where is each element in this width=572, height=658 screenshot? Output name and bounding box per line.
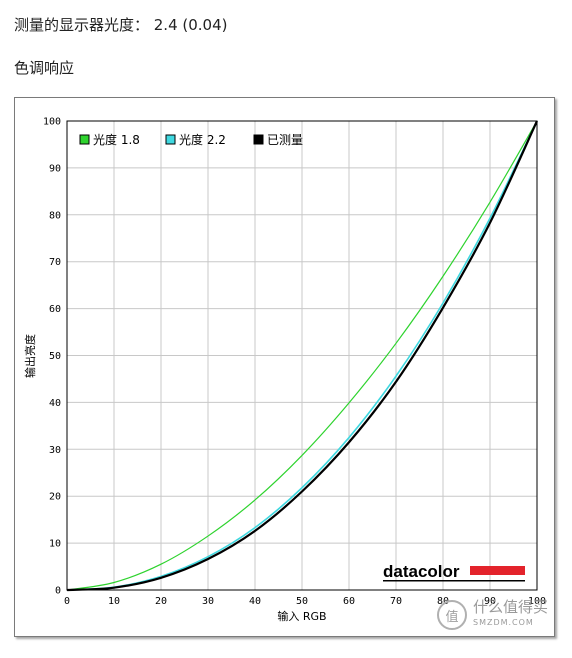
x-tick-label: 20 (155, 596, 167, 607)
axes: 0 10 20 30 40 50 60 70 80 90 100010203040506070809… (43, 117, 546, 608)
legend-label: 光度 1.8 (93, 132, 140, 147)
y-tick-label: 0 (55, 586, 61, 597)
y-tick-label: 50 (49, 351, 61, 362)
series-line-0 (66, 120, 538, 591)
x-tick-label: 30 (202, 596, 214, 607)
series-lines (66, 120, 538, 592)
legend-swatch (253, 134, 264, 145)
grid (66, 120, 538, 591)
watermark-sub: SMZDM.COM (472, 618, 534, 627)
legend-label: 已测量 (267, 133, 303, 147)
x-axis-label: 输入 RGB (277, 609, 326, 623)
x-tick-label: 60 (343, 596, 355, 607)
tone-response-chart: 0 10 20 30 40 50 60 70 80 90 100010203040506070809… (23, 117, 546, 624)
watermark-text: 什么值得买 (472, 598, 548, 616)
datacolor-logo-text: datacolor (383, 562, 460, 581)
x-tick-label: 50 (296, 596, 308, 607)
measured-gamma-text: 测量的显示器光度： 2.4 (0.04) (14, 16, 228, 34)
y-tick-label: 90 (49, 163, 61, 174)
y-tick-label: 80 (49, 210, 61, 221)
legend-label: 光度 2.2 (179, 132, 226, 147)
y-tick-label: 70 (49, 257, 61, 268)
legend: 光度 1.8 光度 2.2 已测量 (79, 132, 303, 147)
chart-frame: 0 10 20 30 40 50 60 70 80 90 100 0 10 20 30 40 50 60 70 80 9… (14, 97, 555, 637)
watermark: 值 什么值得买 SMZDM.COM (436, 598, 548, 630)
series-line-1 (66, 120, 538, 591)
x-tick-label: 70 (390, 596, 402, 607)
x-tick-label: 0 (64, 596, 70, 607)
legend-swatch (165, 134, 176, 145)
y-tick-label: 40 (49, 398, 61, 409)
watermark-logo-icon: 值 (436, 600, 467, 630)
y-tick-label: 60 (49, 304, 61, 315)
section-title: 色调响应 (14, 59, 75, 77)
y-tick-label: 100 (43, 117, 61, 128)
x-tick-label: 100 (528, 596, 546, 607)
x-tick-label: 10 (108, 596, 120, 607)
datacolor-logo-underline (383, 580, 525, 582)
series-line-2 (66, 120, 538, 592)
y-tick-label: 10 (49, 539, 61, 550)
x-tick-label: 90 (484, 596, 496, 607)
plot-border (66, 120, 538, 591)
y-tick-label: 20 (49, 492, 61, 503)
x-tick-label: 40 (249, 596, 261, 607)
datacolor-logo-bar (470, 566, 525, 575)
datacolor-logo: datacolor (383, 562, 525, 582)
legend-swatch (79, 134, 90, 145)
y-tick-label: 30 (49, 445, 61, 456)
y-axis-label: 输出亮度 (23, 334, 37, 378)
